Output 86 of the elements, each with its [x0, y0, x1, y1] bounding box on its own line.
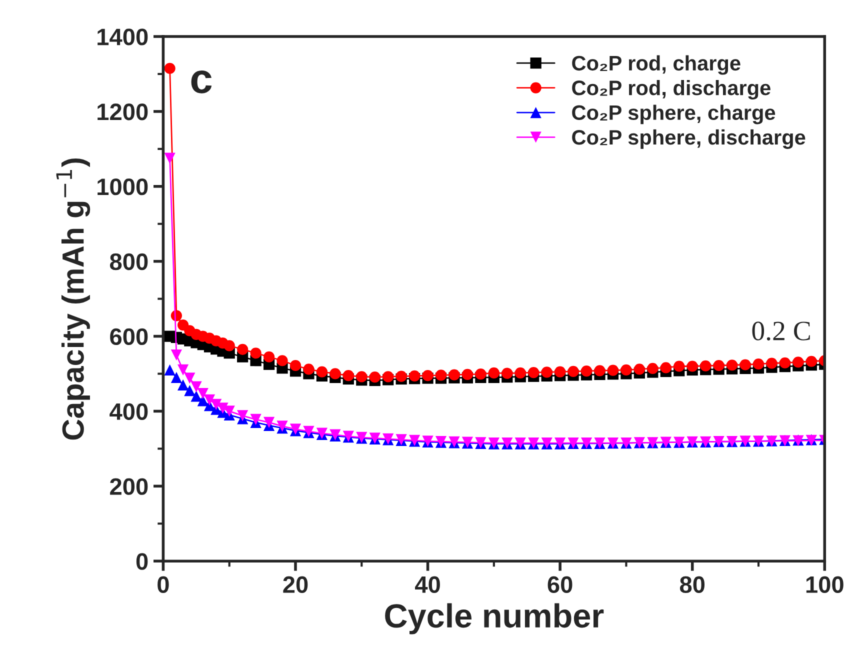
point [224, 406, 235, 417]
point [726, 360, 738, 371]
x-tick-label: 20 [283, 576, 308, 594]
x-tick-label: 40 [415, 576, 440, 594]
point [422, 370, 434, 382]
point [568, 366, 579, 378]
point [170, 372, 182, 384]
point [766, 358, 778, 369]
point [342, 370, 354, 382]
point [217, 402, 228, 414]
point [488, 367, 500, 379]
y-tick-label: 1400 [98, 28, 148, 46]
point [263, 351, 275, 362]
point [752, 358, 764, 370]
y-tick-label: 1000 [98, 178, 148, 196]
legend-label: Co₂P rod, charge [572, 55, 740, 75]
y-tick-label: 200 [110, 478, 148, 495]
point [779, 357, 791, 368]
point [316, 366, 328, 378]
point [475, 368, 486, 380]
y-tick-label: 0 [136, 553, 148, 570]
x-axis-title: Cycle number [385, 603, 604, 634]
point [700, 360, 712, 372]
point [177, 379, 189, 391]
point [164, 62, 176, 74]
point [620, 364, 632, 376]
point [369, 372, 380, 383]
x-tick-label: 0 [158, 576, 169, 594]
point [435, 370, 447, 381]
y-tick-label: 800 [110, 253, 148, 270]
point [276, 355, 288, 366]
point [170, 349, 182, 361]
point [164, 364, 176, 376]
point [408, 370, 420, 382]
point [237, 344, 248, 355]
x-tick-label: 60 [548, 576, 572, 594]
point [190, 381, 202, 392]
point [303, 364, 314, 375]
point [330, 368, 341, 380]
point [580, 366, 592, 377]
point [263, 416, 275, 428]
point [184, 385, 196, 396]
annotation: c [191, 70, 212, 94]
x-tick-label: 100 [806, 576, 844, 594]
point [210, 398, 222, 410]
point [382, 371, 394, 382]
y-tick-label: 400 [110, 403, 148, 420]
point [528, 367, 540, 378]
point [396, 370, 407, 382]
point [806, 356, 817, 367]
point [164, 152, 176, 164]
point [674, 360, 685, 372]
y-axis-title: Capacity (mAh g$^{−1}$) [56, 158, 90, 440]
point [290, 360, 302, 372]
point [356, 371, 368, 382]
point [607, 364, 619, 376]
point [647, 362, 658, 374]
legend-label: Co₂P rod, discharge [572, 80, 770, 100]
point [250, 348, 262, 359]
point [462, 368, 474, 380]
point [197, 388, 208, 400]
point [554, 366, 566, 378]
point [713, 360, 724, 372]
point [660, 362, 672, 374]
legend-label: Co₂P sphere, discharge [572, 129, 806, 149]
point [594, 365, 606, 376]
point [686, 360, 698, 372]
y-tick-label: 1200 [98, 104, 148, 120]
point [237, 410, 248, 422]
point [541, 366, 552, 378]
y-tick-label: 600 [110, 328, 148, 346]
legend-label: Co₂P sphere, charge [572, 104, 776, 124]
point [514, 367, 526, 379]
point [502, 368, 513, 379]
point [634, 364, 645, 375]
point [177, 364, 189, 376]
point [184, 372, 196, 384]
point [250, 414, 262, 426]
point [448, 369, 460, 380]
point [190, 390, 202, 402]
annotation: 0.2 C [752, 322, 810, 340]
x-tick-label: 80 [680, 576, 705, 594]
point [204, 394, 216, 406]
point [740, 359, 751, 370]
point [224, 340, 235, 352]
point [792, 356, 804, 368]
